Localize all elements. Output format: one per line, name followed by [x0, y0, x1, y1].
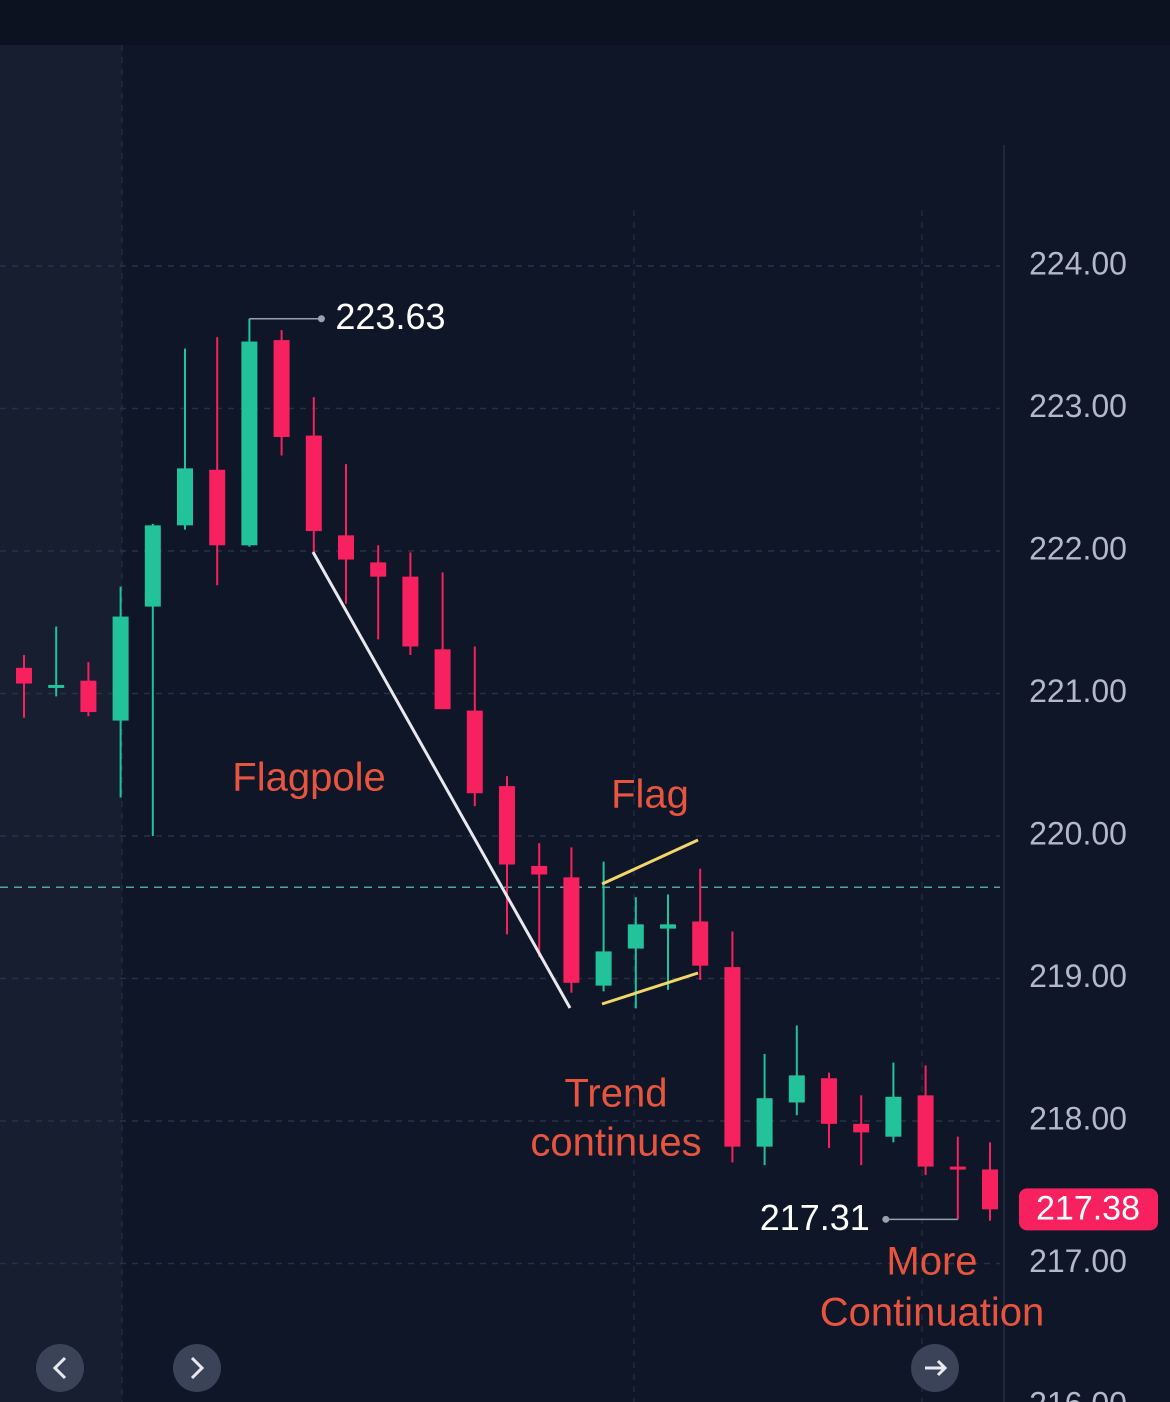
y-tick-label: 219.00: [1029, 958, 1127, 994]
last-price-label: 217.38: [1036, 1189, 1140, 1227]
candle-body: [756, 1098, 773, 1147]
low-marker-dot: [882, 1215, 890, 1223]
top-bar: [0, 0, 1170, 45]
candle-body: [370, 562, 387, 577]
candle-body: [692, 921, 709, 966]
nav-right[interactable]: [173, 1344, 221, 1392]
annotation: More: [886, 1240, 977, 1284]
low-marker-label: 217.31: [760, 1197, 870, 1238]
candle-body: [531, 865, 548, 875]
candle-body: [660, 924, 676, 929]
candle-body: [241, 341, 258, 546]
candle-body: [402, 576, 419, 647]
candle-body: [177, 468, 193, 526]
candle-body: [434, 649, 451, 710]
candle-body: [563, 877, 580, 983]
candle-body: [466, 710, 483, 794]
candle-body: [821, 1078, 837, 1124]
flagpole-line: [311, 551, 572, 1009]
flag-line: [601, 971, 699, 1006]
y-tick-label: 222.00: [1029, 530, 1127, 566]
y-tick-label: 217.00: [1029, 1243, 1127, 1279]
candles: [16, 318, 998, 1221]
last-price-badge: [1019, 1188, 1158, 1231]
candle-body: [338, 535, 354, 560]
y-tick-label: 218.00: [1029, 1100, 1127, 1136]
annotation: continues: [530, 1121, 701, 1165]
candle-body: [917, 1095, 934, 1167]
candle-body: [724, 967, 741, 1147]
y-tick-label: 216.00: [1029, 1385, 1127, 1402]
candle-body: [853, 1123, 870, 1133]
candle-body: [788, 1075, 805, 1103]
candle-body: [16, 667, 32, 684]
candle-body: [209, 469, 226, 546]
candle-body: [144, 525, 161, 607]
annotation: Flagpole: [232, 756, 385, 800]
candle-body: [595, 951, 612, 986]
high-marker-dot: [317, 315, 325, 323]
y-tick-label: 223.00: [1029, 388, 1127, 424]
candle-body: [885, 1096, 902, 1137]
candle-body: [48, 684, 65, 688]
candle-body: [499, 786, 515, 865]
nav-left[interactable]: [36, 1344, 84, 1392]
candle-body: [112, 616, 129, 721]
shaded-region: [0, 45, 122, 1402]
candle-body: [305, 435, 322, 532]
scroll-to-latest[interactable]: [911, 1344, 959, 1392]
y-tick-label: 221.00: [1029, 673, 1127, 709]
high-marker-label: 223.63: [335, 296, 445, 337]
flag-line: [601, 838, 699, 886]
annotation: Continuation: [820, 1291, 1045, 1335]
candle-body: [627, 924, 644, 949]
annotation: Trend: [564, 1072, 667, 1116]
candle-body: [982, 1169, 998, 1210]
annotation: Flag: [611, 773, 689, 817]
y-tick-label: 224.00: [1029, 245, 1127, 281]
y-tick-label: 220.00: [1029, 815, 1127, 851]
candle-body: [273, 340, 290, 437]
candle-body: [949, 1166, 966, 1170]
candle-body: [80, 680, 97, 713]
